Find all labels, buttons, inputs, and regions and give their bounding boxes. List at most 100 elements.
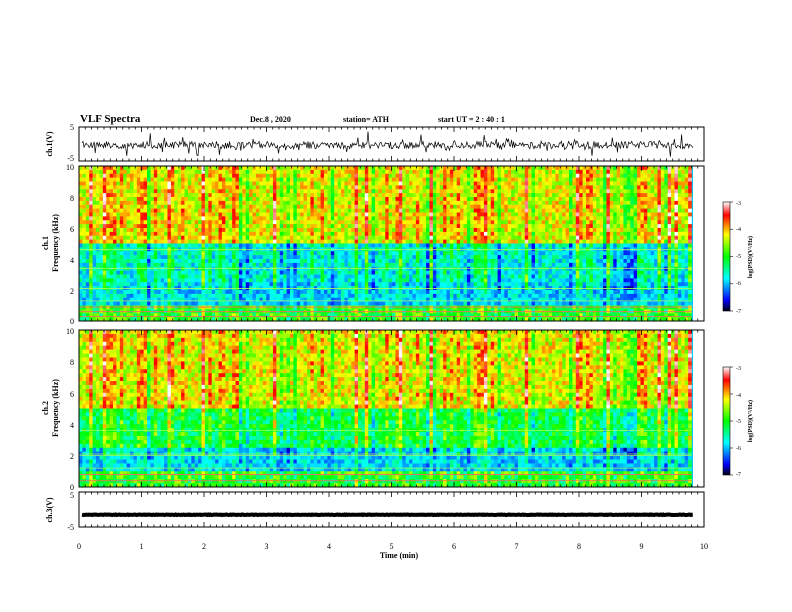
spectrogram-cell [365, 189, 369, 193]
spectrogram-cell [365, 193, 369, 197]
spectrogram-cell [113, 244, 117, 248]
spectrogram-cell [572, 193, 576, 197]
spectrogram-cell [120, 170, 124, 174]
spectrogram-cell [508, 255, 512, 259]
spectrogram-cell [443, 205, 447, 209]
spectrogram-cell [460, 220, 464, 224]
spectrogram-cell [317, 267, 321, 271]
spectrogram-cell [583, 170, 587, 174]
spectrogram-cell [402, 216, 406, 220]
spectrogram-cell [552, 244, 556, 248]
spectrogram-cell [327, 193, 331, 197]
spectrogram-cell [358, 240, 362, 244]
spectrogram-cell [640, 244, 644, 248]
spectrogram-cell [552, 236, 556, 240]
spectrogram-cell [215, 216, 219, 220]
spectrogram-cell [569, 185, 573, 189]
spectrogram-cell [416, 236, 420, 240]
spectrogram-cell [378, 267, 382, 271]
spectrogram-cell [334, 201, 338, 205]
spectrogram-cell [358, 220, 362, 224]
spectrogram-cell [453, 236, 457, 240]
spectrogram-cell [178, 267, 182, 271]
spectrogram-cell [263, 232, 267, 236]
spectrogram-cell [457, 213, 461, 217]
spectrogram-cell [229, 255, 233, 259]
spectrogram-cell [253, 267, 257, 271]
spectrogram-cell [538, 251, 542, 255]
spectrogram-cell [518, 263, 522, 267]
spectrogram-cell [188, 174, 192, 178]
spectrogram-cell [538, 263, 542, 267]
spectrogram-cell [535, 216, 539, 220]
spectrogram-cell [280, 267, 284, 271]
spectrogram-cell [120, 197, 124, 201]
spectrogram-cell [477, 224, 481, 228]
spectrogram-cell [542, 182, 546, 186]
spectrogram-cell [593, 189, 597, 193]
spectrogram-cell [110, 201, 114, 205]
spectrogram-cell [259, 240, 263, 244]
spectrogram-cell [464, 189, 468, 193]
spectrogram-cell [389, 220, 393, 224]
spectrogram-cell [113, 216, 117, 220]
spectrogram-cell [150, 220, 154, 224]
spectrogram-cell [355, 193, 359, 197]
spectrogram-cell [184, 220, 188, 224]
spectrogram-cell [266, 244, 270, 248]
spectrogram-cell [130, 166, 134, 170]
spectrogram-cell [317, 205, 321, 209]
spectrogram-cell [273, 220, 277, 224]
spectrogram-cell [630, 197, 634, 201]
spectrogram-cell [198, 178, 202, 182]
spectrogram-cell [508, 166, 512, 170]
spectrogram-cell [484, 251, 488, 255]
spectrogram-cell [191, 216, 195, 220]
spectrogram-cell [178, 201, 182, 205]
spectrogram-cell [623, 166, 627, 170]
spectrogram-cell [120, 259, 124, 263]
spectrogram-cell [538, 197, 542, 201]
spectrogram-cell [181, 236, 185, 240]
spectrogram-cell [99, 220, 103, 224]
spectrogram-cell [395, 193, 399, 197]
spectrogram-cell [133, 240, 137, 244]
spectrogram-cell [576, 244, 580, 248]
spectrogram-cell [331, 255, 335, 259]
spectrogram-cell [86, 220, 90, 224]
spectrogram-cell [368, 240, 372, 244]
spectrogram-cell [215, 182, 219, 186]
spectrogram-cell [150, 189, 154, 193]
spectrogram-cell [423, 240, 427, 244]
spectrogram-cell [464, 224, 468, 228]
spectrogram-cell [195, 244, 199, 248]
spectrogram-cell [355, 236, 359, 240]
spectrogram-cell [361, 178, 365, 182]
spectrogram-cell [300, 213, 304, 217]
spectrogram-cell [178, 236, 182, 240]
spectrogram-cell [219, 189, 223, 193]
spectrogram-cell [545, 197, 549, 201]
spectrogram-cell [674, 216, 678, 220]
spectrogram-cell [409, 201, 413, 205]
spectrogram-cell [198, 166, 202, 170]
spectrogram-cell [664, 174, 668, 178]
spectrogram-cell [528, 193, 532, 197]
spectrogram-cell [521, 244, 525, 248]
spectrogram-cell [334, 174, 338, 178]
spectrogram-cell [130, 213, 134, 217]
spectrogram-cell [559, 224, 563, 228]
spectrogram-cell [276, 189, 280, 193]
spectrogram-cell [314, 244, 318, 248]
spectrogram-cell [120, 209, 124, 213]
spectrogram-cell [365, 178, 369, 182]
spectrogram-cell [409, 263, 413, 267]
spectrogram-cell [409, 232, 413, 236]
spectrogram-cell [324, 220, 328, 224]
spectrogram-cell [504, 166, 508, 170]
spectrogram-cell [440, 170, 444, 174]
spectrogram-cell [358, 213, 362, 217]
spectrogram-cell [232, 259, 236, 263]
spectrogram-cell [198, 244, 202, 248]
spectrogram-cell [372, 174, 376, 178]
